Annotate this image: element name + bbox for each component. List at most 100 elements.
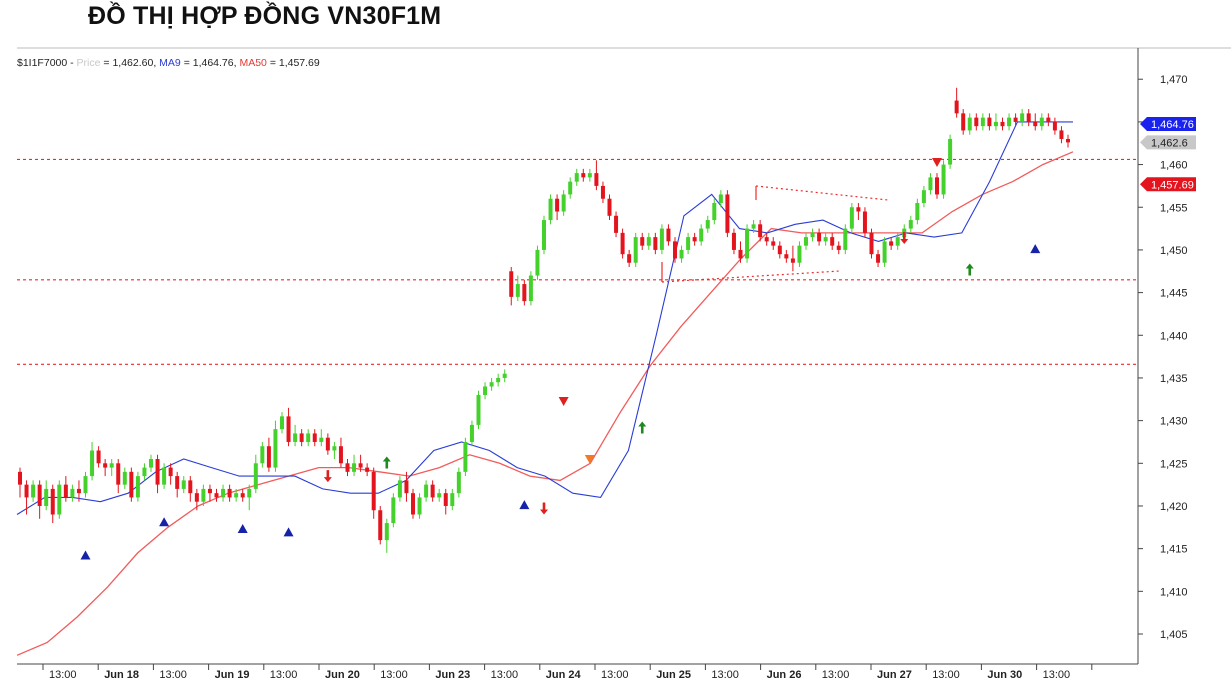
x-tick-label: 13:00	[49, 669, 77, 679]
candle-body	[528, 275, 533, 302]
candle-body	[745, 228, 750, 259]
candle-body	[502, 373, 507, 378]
candle-body	[659, 228, 664, 250]
candle-body	[1013, 117, 1018, 122]
price-tags: 1,464.76 1,462.6 1,457.69	[1140, 116, 1196, 192]
candle-body	[168, 467, 173, 477]
candle-body	[895, 237, 900, 246]
candle-body	[679, 249, 684, 259]
candle-body	[1026, 113, 1031, 122]
candle-body	[83, 476, 88, 494]
signal-arrow-down	[540, 502, 548, 515]
candle-body	[483, 386, 488, 396]
candle-body	[417, 497, 422, 515]
candle-body	[522, 284, 527, 302]
candle-body	[790, 258, 795, 263]
candle-body	[358, 463, 363, 468]
candle-body	[620, 232, 625, 255]
candle-body	[1000, 121, 1005, 127]
candle-body	[221, 488, 226, 498]
legend-price-value: = 1,462.60,	[103, 57, 157, 69]
candle-body	[699, 228, 704, 242]
candle-body	[378, 510, 383, 541]
candle-body	[404, 480, 409, 494]
signal-triangle-up	[283, 527, 294, 537]
candle-body	[194, 493, 199, 502]
candle-body	[948, 138, 953, 165]
candle-body	[771, 241, 776, 246]
legend-ma50-value: = 1,457.69	[269, 57, 320, 69]
candle-body	[260, 446, 265, 464]
y-tick-label: 1,440	[1160, 330, 1188, 342]
candle-body	[116, 463, 121, 485]
candle-body	[830, 237, 835, 246]
candle-body	[18, 471, 22, 485]
candle-body	[941, 164, 946, 195]
candle-body	[476, 395, 481, 425]
ma9-layer	[16, 121, 1073, 515]
y-tick-label: 1,445	[1160, 288, 1188, 300]
candle-body	[63, 484, 68, 498]
x-tick-label: 13:00	[711, 669, 739, 679]
y-tick-label: 1,415	[1160, 544, 1188, 556]
x-tick-label: 13:00	[1043, 669, 1071, 679]
x-tick-label: 13:00	[159, 669, 187, 679]
candle-body	[162, 467, 167, 485]
candle-body	[1046, 117, 1051, 122]
candle-body	[1059, 130, 1064, 139]
x-tick-label: 13:00	[491, 669, 519, 679]
candle-body	[777, 245, 782, 255]
legend-symbol: $1I1F7000 -	[17, 57, 74, 69]
candle-body	[129, 471, 134, 498]
candle-body	[817, 232, 822, 242]
signal-arrow-down	[900, 231, 909, 244]
candle-body	[44, 488, 49, 506]
candle-body	[640, 237, 645, 246]
ma9-line	[16, 121, 1073, 515]
candle-body	[345, 463, 350, 472]
candle-body	[836, 245, 841, 250]
x-tick-label: 13:00	[601, 669, 629, 679]
x-tick-label: 13:00	[270, 669, 298, 679]
candle-body	[980, 117, 985, 127]
candle-body	[201, 488, 206, 502]
candle-body	[718, 194, 723, 203]
candle-body	[50, 488, 55, 515]
candle-body	[535, 249, 540, 276]
candles	[18, 87, 1070, 553]
signal-arrow-up	[382, 456, 391, 469]
candle-body	[207, 488, 212, 494]
ma9-price-tag: 1,464.76	[1140, 116, 1196, 131]
candle-body	[587, 173, 592, 178]
signals	[80, 158, 1041, 560]
candle-body	[293, 433, 298, 442]
y-tick-label: 1,410	[1160, 586, 1188, 598]
candle-body	[338, 446, 343, 464]
candle-body	[76, 488, 81, 494]
candle-body	[463, 441, 468, 472]
candle-body	[509, 271, 514, 297]
signal-triangle-up	[80, 550, 91, 560]
candle-body	[646, 237, 651, 246]
candle-body	[175, 476, 180, 489]
ma50-price-tag-text: 1,457.69	[1151, 179, 1194, 191]
legend-ma50-name: MA50	[239, 57, 267, 69]
candle-body	[240, 493, 245, 498]
page-title: ĐỒ THỊ HỢP ĐỒNG VN30F1M	[88, 2, 442, 30]
candle-body	[332, 446, 337, 451]
candle-body	[993, 121, 998, 127]
candle-body	[804, 237, 808, 246]
legend-price-name: Price	[76, 57, 101, 69]
y-tick-label: 1,405	[1160, 629, 1188, 641]
candle-body	[928, 177, 933, 191]
y-tick-label: 1,450	[1160, 245, 1188, 257]
price-price-tag: 1,462.6	[1140, 135, 1196, 150]
candle-body	[384, 523, 389, 541]
candle-body	[234, 493, 239, 498]
trendlines	[661, 185, 889, 283]
candle-body	[266, 446, 271, 468]
candle-body	[1052, 121, 1057, 131]
candle-body	[352, 463, 357, 472]
candle-body	[1039, 117, 1044, 127]
candle-body	[1020, 113, 1025, 122]
